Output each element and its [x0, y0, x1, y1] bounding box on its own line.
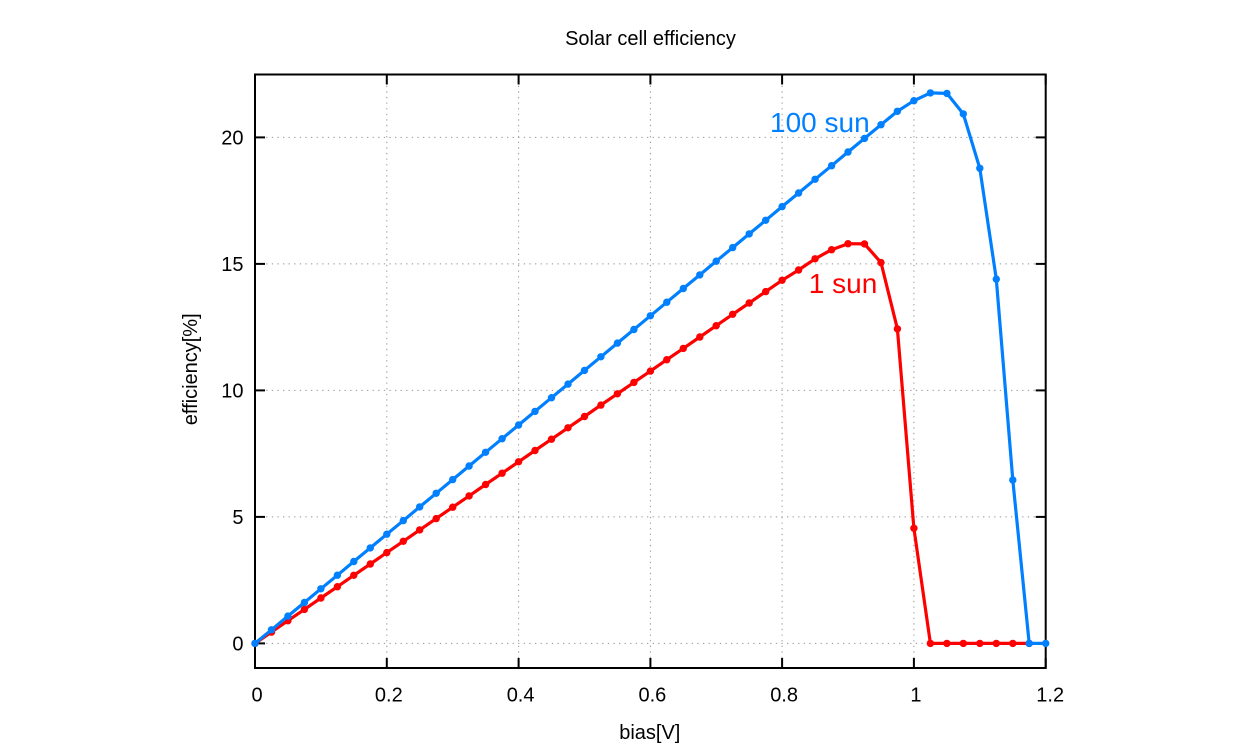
svg-text:0: 0 [232, 634, 243, 656]
svg-text:1: 1 [910, 685, 921, 707]
svg-text:0.2: 0.2 [375, 685, 403, 707]
svg-text:0.4: 0.4 [507, 685, 535, 707]
svg-text:0: 0 [251, 685, 262, 707]
svg-text:5: 5 [232, 507, 243, 529]
svg-text:0.6: 0.6 [638, 685, 666, 707]
svg-text:bias[V]: bias[V] [619, 722, 680, 744]
svg-text:efficiency[%]: efficiency[%] [180, 313, 202, 425]
svg-text:20: 20 [221, 128, 243, 150]
svg-text:10: 10 [221, 381, 243, 403]
svg-text:100 sun: 100 sun [770, 107, 870, 138]
svg-text:1 sun: 1 sun [809, 268, 878, 299]
svg-text:1.2: 1.2 [1036, 685, 1064, 707]
svg-text:Solar cell efficiency: Solar cell efficiency [565, 28, 736, 50]
svg-text:15: 15 [221, 254, 243, 276]
svg-text:0.8: 0.8 [770, 685, 798, 707]
